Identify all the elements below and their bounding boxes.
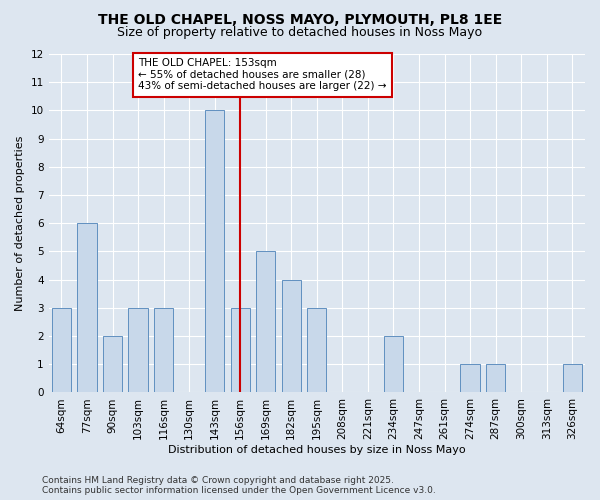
Bar <box>307 308 326 392</box>
Bar <box>103 336 122 392</box>
Bar <box>460 364 479 392</box>
Text: THE OLD CHAPEL, NOSS MAYO, PLYMOUTH, PL8 1EE: THE OLD CHAPEL, NOSS MAYO, PLYMOUTH, PL8… <box>98 12 502 26</box>
Bar <box>563 364 582 392</box>
Text: Size of property relative to detached houses in Noss Mayo: Size of property relative to detached ho… <box>118 26 482 39</box>
X-axis label: Distribution of detached houses by size in Noss Mayo: Distribution of detached houses by size … <box>168 445 466 455</box>
Bar <box>205 110 224 392</box>
Bar <box>77 223 97 392</box>
Text: Contains HM Land Registry data © Crown copyright and database right 2025.
Contai: Contains HM Land Registry data © Crown c… <box>42 476 436 495</box>
Y-axis label: Number of detached properties: Number of detached properties <box>15 136 25 311</box>
Bar <box>128 308 148 392</box>
Bar <box>486 364 505 392</box>
Bar <box>256 252 275 392</box>
Bar <box>52 308 71 392</box>
Text: THE OLD CHAPEL: 153sqm
← 55% of detached houses are smaller (28)
43% of semi-det: THE OLD CHAPEL: 153sqm ← 55% of detached… <box>138 58 386 92</box>
Bar <box>384 336 403 392</box>
Bar <box>230 308 250 392</box>
Bar <box>282 280 301 392</box>
Bar <box>154 308 173 392</box>
